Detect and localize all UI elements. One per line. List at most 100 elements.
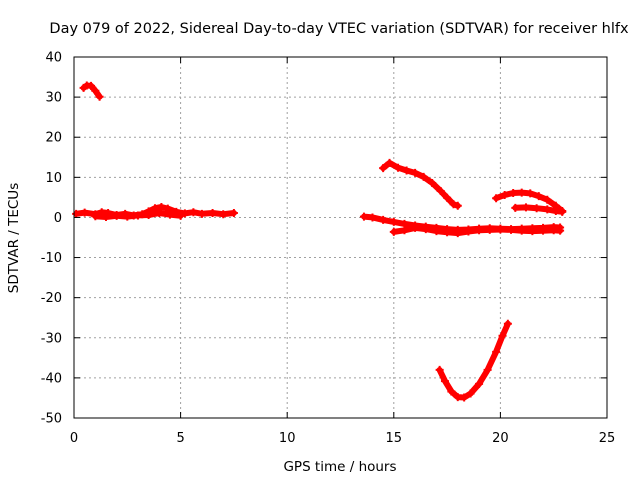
data-point — [532, 204, 541, 213]
data-point — [389, 227, 398, 236]
data-point — [435, 365, 444, 374]
data-point — [176, 211, 185, 220]
data-point — [492, 194, 501, 203]
data-point — [144, 211, 153, 220]
data-point — [208, 209, 217, 218]
x-tick-label: 5 — [176, 431, 184, 446]
data-point — [503, 319, 512, 328]
series-line — [436, 320, 511, 401]
data-point — [496, 225, 505, 234]
data-point — [443, 228, 452, 237]
data-point — [411, 168, 420, 177]
x-tick-label: 0 — [70, 431, 78, 446]
data-point — [155, 209, 164, 218]
series-arc-evening-flat — [511, 203, 567, 216]
data-point — [80, 208, 89, 217]
data-point — [359, 212, 368, 221]
data-point — [460, 393, 469, 402]
series-arc-night-2 — [91, 209, 185, 222]
data-point — [528, 227, 537, 236]
data-point — [507, 225, 516, 234]
data-point — [197, 209, 206, 218]
data-point — [394, 163, 403, 172]
data-point — [440, 377, 449, 386]
series-arc-falling — [379, 158, 462, 210]
data-point — [91, 212, 100, 221]
data-point — [443, 193, 452, 202]
data-point — [485, 225, 494, 234]
data-point — [447, 387, 456, 396]
data-point — [379, 164, 388, 173]
data-point — [385, 158, 394, 167]
y-tick-label: 20 — [45, 131, 62, 146]
data-point — [543, 195, 552, 204]
data-point — [91, 86, 100, 95]
data-point — [379, 215, 388, 224]
data-point — [219, 210, 228, 219]
y-tick-label: -20 — [41, 291, 62, 306]
y-tick-label: 10 — [45, 171, 62, 186]
y-axis-label: SDTVAR / TECUs — [6, 183, 22, 293]
y-tick-label: -30 — [41, 331, 62, 346]
x-tick-label: 20 — [492, 431, 509, 446]
data-point — [419, 172, 428, 181]
data-point — [165, 210, 174, 219]
series-arc-v-dip — [435, 319, 512, 402]
data-point — [453, 201, 462, 210]
data-point — [368, 213, 377, 222]
data-point — [464, 227, 473, 236]
series-arc-afternoon-2 — [389, 223, 565, 238]
data-point — [229, 209, 238, 218]
data-point — [402, 166, 411, 175]
x-axis-label: GPS time / hours — [283, 459, 396, 475]
y-tick-label: -50 — [41, 412, 62, 427]
x-tick-label: 15 — [386, 431, 403, 446]
data-point — [123, 212, 132, 221]
data-point — [526, 189, 535, 198]
chart-title: Day 079 of 2022, Sidereal Day-to-day VTE… — [49, 21, 629, 37]
data-point — [95, 92, 104, 101]
data-point — [475, 379, 484, 388]
y-tick-label: -40 — [41, 371, 62, 386]
y-tick-label: -10 — [41, 251, 62, 266]
data-point — [432, 227, 441, 236]
data-point — [411, 223, 420, 232]
x-tick-label: 25 — [599, 431, 616, 446]
data-point — [556, 226, 565, 235]
data-point — [133, 211, 142, 220]
data-point — [543, 205, 552, 214]
data-point — [539, 226, 548, 235]
data-point — [157, 203, 166, 212]
data-point — [72, 209, 81, 218]
data-point — [449, 200, 458, 209]
x-tick-label: 10 — [279, 431, 296, 446]
gridlines — [74, 57, 607, 418]
data-point — [189, 208, 198, 217]
y-tick-label: 30 — [45, 91, 62, 106]
data-point — [521, 203, 530, 212]
y-tick-label: 0 — [54, 211, 62, 226]
data-point — [534, 192, 543, 201]
data-point — [389, 217, 398, 226]
data-point — [436, 186, 445, 195]
data-point — [517, 226, 526, 235]
data-point — [511, 203, 520, 212]
y-tick-label: 40 — [45, 51, 62, 66]
data-point — [492, 347, 501, 356]
data-point — [498, 331, 507, 340]
data-point — [509, 188, 518, 197]
data-point — [466, 389, 475, 398]
data-point — [428, 178, 437, 187]
data-point — [112, 211, 121, 220]
data-point — [400, 226, 409, 235]
data-point — [500, 190, 509, 199]
data-point — [453, 229, 462, 238]
data-point — [421, 225, 430, 234]
data-point — [517, 188, 526, 197]
data-layer — [72, 81, 567, 402]
series-arc-early-high — [79, 81, 104, 101]
data-point — [87, 81, 96, 90]
data-point — [475, 226, 484, 235]
data-point — [558, 207, 567, 216]
